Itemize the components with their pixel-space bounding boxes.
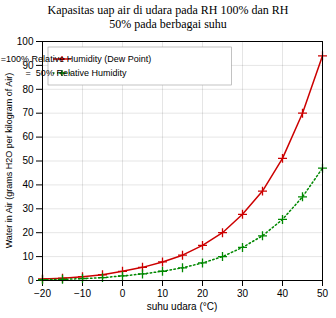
svg-text:30: 30 <box>237 288 249 299</box>
svg-text:−10: −10 <box>74 288 91 299</box>
svg-text:50: 50 <box>317 288 329 299</box>
svg-text:40: 40 <box>277 288 289 299</box>
svg-text:60: 60 <box>22 131 34 142</box>
svg-text:= 50% Relative Humidity: = 50% Relative Humidity <box>26 68 127 78</box>
svg-text:Water in Air (grams H2O per ki: Water in Air (grams H2O per kilogram of … <box>4 73 14 249</box>
svg-text:10: 10 <box>157 288 169 299</box>
svg-text:20: 20 <box>197 288 209 299</box>
svg-text:0: 0 <box>28 275 34 286</box>
svg-text:10: 10 <box>22 251 34 262</box>
svg-text:suhu udara (°C): suhu udara (°C) <box>147 301 218 312</box>
svg-text:80: 80 <box>22 84 34 95</box>
svg-text:50: 50 <box>22 155 34 166</box>
svg-text:20: 20 <box>22 227 34 238</box>
html-text:Kapasitas uap air di udara pad: Kapasitas uap air di udara pada RH 100% … <box>47 3 289 31</box>
svg-text:0: 0 <box>120 288 126 299</box>
svg-text:40: 40 <box>22 179 34 190</box>
svg-text:−20: −20 <box>34 288 51 299</box>
svg-text:100: 100 <box>17 36 34 47</box>
svg-text:30: 30 <box>22 203 34 214</box>
svg-text:=100% Relative Humidity (Dew P: =100% Relative Humidity (Dew Point) <box>1 54 151 64</box>
svg-text:70: 70 <box>22 107 34 118</box>
